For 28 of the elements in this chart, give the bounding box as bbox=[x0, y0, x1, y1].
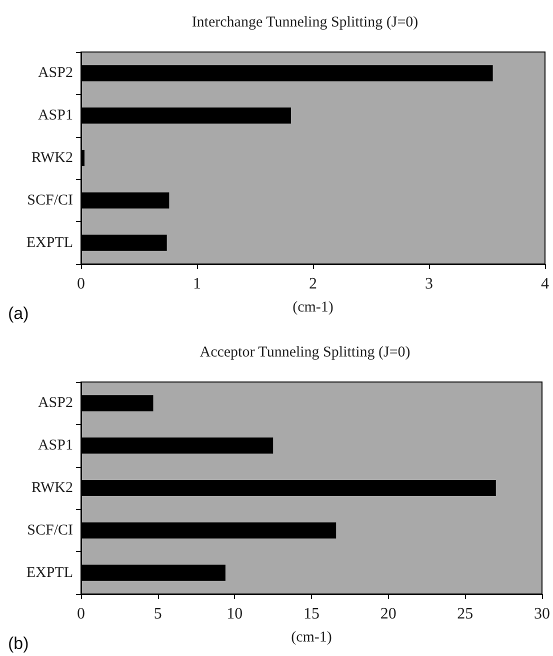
text: (b) bbox=[8, 634, 29, 653]
y-tick-label: EXPTL bbox=[26, 234, 73, 251]
x-tick-label: 0 bbox=[77, 606, 85, 622]
x-tick-label: 25 bbox=[457, 606, 474, 622]
y-tick-label: EXPTL bbox=[26, 564, 73, 581]
y-tick-label: SCF/CI bbox=[27, 522, 73, 538]
x-tick-label: 15 bbox=[304, 606, 320, 622]
y-tick-label: ASP2 bbox=[38, 65, 73, 82]
chart-title: Acceptor Tunneling Splitting (J=0) bbox=[200, 344, 410, 360]
x-tick-label: 4 bbox=[541, 276, 549, 292]
x-tick-label: 1 bbox=[193, 276, 201, 292]
y-tick-label: ASP2 bbox=[38, 395, 73, 412]
x-tick-label: 5 bbox=[154, 606, 162, 622]
y-tick-label: RWK2 bbox=[31, 150, 73, 166]
x-tick-label: 2 bbox=[309, 276, 317, 292]
x-tick-label: 0 bbox=[77, 276, 85, 292]
text: (a) bbox=[8, 304, 29, 323]
x-tick-label: 3 bbox=[425, 276, 433, 292]
x-tick-label: 10 bbox=[226, 606, 243, 622]
x-tick-label: 20 bbox=[380, 606, 396, 622]
y-tick-label: RWK2 bbox=[31, 480, 73, 496]
y-tick-label: ASP1 bbox=[38, 438, 73, 454]
x-axis-title: (cm-1) bbox=[291, 630, 332, 646]
y-tick-label: ASP1 bbox=[38, 108, 73, 124]
chart-title: Interchange Tunneling Splitting (J=0) bbox=[192, 14, 418, 30]
x-tick-label: 30 bbox=[534, 606, 550, 622]
y-tick-label: SCF/CI bbox=[27, 192, 73, 208]
x-axis-title: (cm-1) bbox=[292, 300, 334, 316]
